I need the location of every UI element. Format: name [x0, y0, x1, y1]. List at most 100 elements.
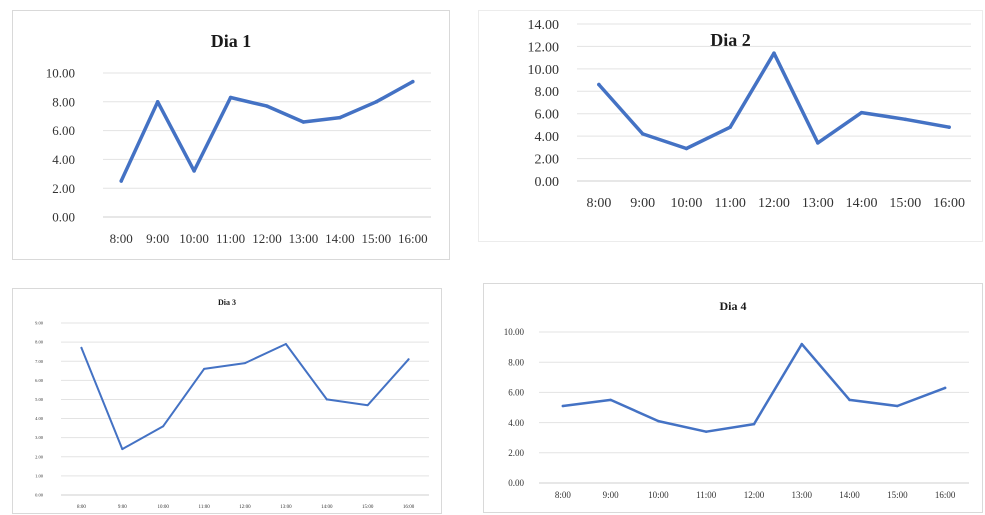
x-tick-label: 11:00 — [715, 196, 746, 211]
data-point — [119, 179, 123, 183]
data-point — [301, 120, 306, 124]
y-tick-label: 14.00 — [528, 18, 560, 33]
x-tick-label: 14:00 — [321, 505, 333, 510]
x-tick-label: 10:00 — [648, 490, 669, 500]
y-tick-label: 2.00 — [508, 448, 524, 458]
series-line — [561, 342, 947, 433]
data-point — [203, 367, 206, 370]
data-point — [816, 141, 820, 145]
x-tick-label: 13:00 — [792, 490, 813, 500]
x-tick-label: 14:00 — [839, 490, 860, 500]
y-tick-label: 1.00 — [35, 473, 44, 478]
chart-panel-dia-2: Dia 2 0.00 2.00 4.00 6.00 8.00 10.00 12.00 14.0… — [478, 10, 983, 242]
x-tick-label: 11:00 — [216, 231, 245, 246]
y-tick-label: 4.00 — [35, 416, 44, 421]
y-tick-label: 2.00 — [52, 181, 75, 196]
x-tick-label: 16:00 — [933, 196, 965, 211]
series-line — [80, 343, 410, 451]
x-tick-label: 14:00 — [846, 196, 878, 211]
data-point — [374, 100, 379, 104]
x-tick-label: 8:00 — [586, 196, 611, 211]
y-tick-label: 4.00 — [508, 418, 524, 428]
chart-panel-dia-4: Dia 4 0.00 2.00 4.00 6.00 8.00 10.00 8:00 9:00 1… — [483, 283, 983, 513]
x-tick-label: 11:00 — [696, 490, 717, 500]
y-tick-label: 6.00 — [508, 388, 524, 398]
y-tick-label: 8.00 — [508, 357, 524, 367]
y-tick-label: 3.00 — [35, 435, 44, 440]
data-point — [228, 95, 233, 100]
data-point — [162, 425, 165, 428]
y-tick-label: 2.00 — [35, 454, 44, 459]
y-tick-label: 0.00 — [535, 175, 560, 190]
data-point — [80, 346, 83, 349]
data-point — [121, 448, 124, 451]
y-tick-label: 4.00 — [52, 152, 75, 167]
y-tick-label: 0.00 — [52, 210, 75, 225]
data-point — [772, 51, 776, 55]
x-tick-label: 8:00 — [555, 490, 572, 500]
y-tick-label: 8.00 — [535, 85, 560, 100]
data-point — [325, 398, 328, 401]
y-tick-label: 10.00 — [504, 327, 525, 337]
data-point — [561, 404, 565, 408]
x-tick-label: 13:00 — [280, 505, 292, 510]
chart-title: Dia 1 — [210, 31, 252, 51]
line-chart-dia-1: 0.00 2.00 4.00 6.00 8.00 10.00 8:00 9:00 10:00 11… — [46, 66, 431, 246]
x-tick-label: 16:00 — [403, 505, 415, 510]
chart-panel-dia-1: Dia 1 0.00 2.00 4.00 6.00 8.00 10.00 8:00 9:00 1… — [12, 10, 450, 260]
y-tick-label: 10.00 — [528, 63, 560, 78]
data-point — [609, 398, 612, 402]
data-point — [155, 100, 160, 104]
x-tick-label: 13:00 — [289, 231, 319, 246]
y-tick-label: 0.00 — [35, 493, 44, 498]
y-tick-label: 6.00 — [35, 378, 44, 383]
y-tick-label: 7.00 — [35, 359, 44, 364]
chart-title: Dia 2 — [710, 30, 751, 50]
data-point — [752, 422, 756, 426]
y-tick-label: 12.00 — [528, 40, 560, 55]
data-point — [800, 342, 804, 346]
data-point — [411, 79, 415, 84]
x-tick-label: 12:00 — [239, 505, 251, 510]
x-tick-label: 9:00 — [118, 505, 127, 510]
data-point — [684, 146, 689, 151]
data-point — [265, 104, 269, 108]
line-chart-dia-3: 0.00 1.00 2.00 3.00 4.00 5.00 6.00 7.00 8.00 9.00… — [35, 321, 429, 510]
chart-title: Dia 4 — [719, 299, 747, 313]
x-tick-label: 15:00 — [362, 505, 374, 510]
data-point — [284, 343, 287, 346]
y-tick-label: 8.00 — [35, 340, 44, 345]
data-point — [657, 419, 660, 423]
x-tick-label: 9:00 — [146, 231, 169, 246]
x-tick-label: 10:00 — [179, 231, 209, 246]
x-tick-label: 12:00 — [758, 196, 790, 211]
x-tick-label: 16:00 — [935, 490, 956, 500]
series-line — [597, 51, 951, 151]
chart-title: Dia 3 — [218, 298, 236, 307]
x-tick-label: 14:00 — [325, 231, 355, 246]
data-point — [848, 398, 851, 402]
x-tick-label: 11:00 — [199, 505, 211, 510]
data-point — [366, 404, 369, 407]
y-tick-label: 6.00 — [535, 108, 560, 123]
y-tick-label: 8.00 — [52, 94, 75, 109]
x-tick-label: 15:00 — [889, 196, 921, 211]
x-tick-label: 8:00 — [110, 231, 133, 246]
data-point — [896, 404, 899, 408]
x-tick-label: 16:00 — [398, 231, 428, 246]
data-point — [728, 125, 732, 129]
y-tick-label: 2.00 — [535, 152, 560, 167]
y-tick-label: 9.00 — [35, 321, 44, 326]
x-tick-label: 8:00 — [77, 505, 86, 510]
x-tick-label: 10:00 — [158, 505, 170, 510]
data-point — [640, 132, 645, 136]
x-tick-label: 13:00 — [802, 196, 834, 211]
data-point — [947, 125, 951, 129]
y-tick-label: 6.00 — [52, 123, 75, 138]
x-tick-label: 12:00 — [252, 231, 282, 246]
x-tick-label: 9:00 — [630, 196, 655, 211]
x-tick-label: 12:00 — [744, 490, 765, 500]
data-point — [407, 358, 410, 361]
x-tick-label: 15:00 — [887, 490, 908, 500]
data-point — [338, 115, 342, 120]
